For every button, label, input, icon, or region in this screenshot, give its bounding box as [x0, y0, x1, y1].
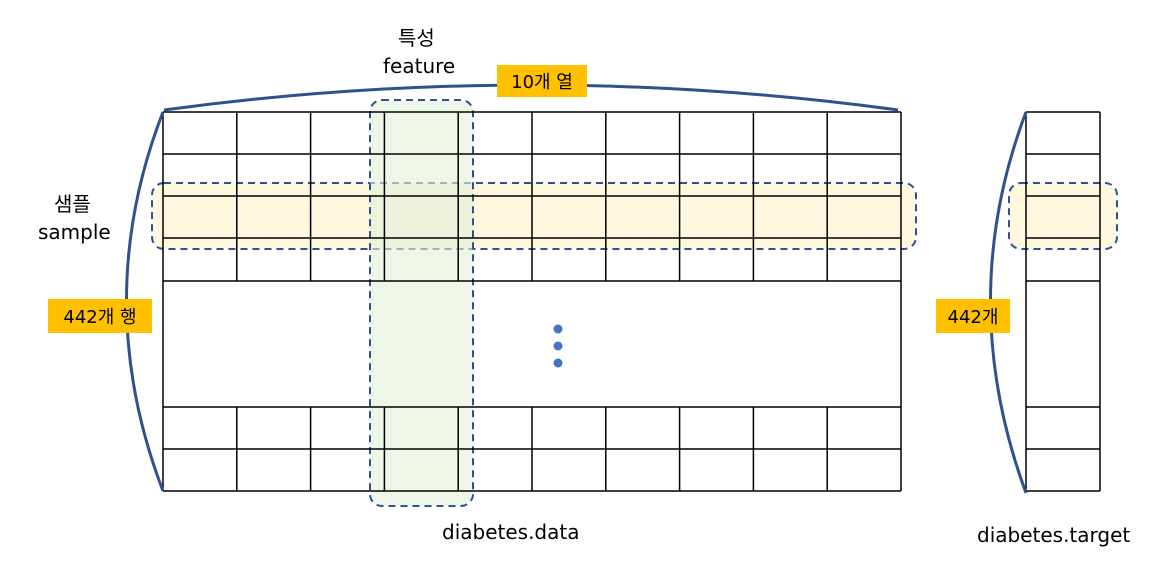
data-matrix-grid — [162, 111, 902, 492]
feature-label-en: feature — [383, 54, 456, 78]
ellipsis-dot — [553, 358, 563, 368]
target-count-badge: 442개 — [936, 299, 1010, 333]
target-vector-grid — [1025, 111, 1101, 492]
ellipsis-dot — [553, 324, 563, 334]
feature-column-highlight — [369, 99, 474, 507]
feature-label-ko: 특성 — [398, 26, 435, 50]
columns-count-badge: 10개 열 — [497, 65, 587, 97]
ellipsis-dot — [553, 341, 563, 351]
target-caption: diabetes.target — [977, 523, 1131, 547]
target-row-highlight — [1008, 182, 1118, 250]
sample-label-ko: 샘플 — [54, 192, 91, 216]
sample-row-highlight — [151, 182, 917, 250]
rows-count-badge: 442개 행 — [48, 299, 152, 333]
sample-label-en: sample — [38, 220, 111, 244]
data-caption: diabetes.data — [442, 520, 580, 544]
